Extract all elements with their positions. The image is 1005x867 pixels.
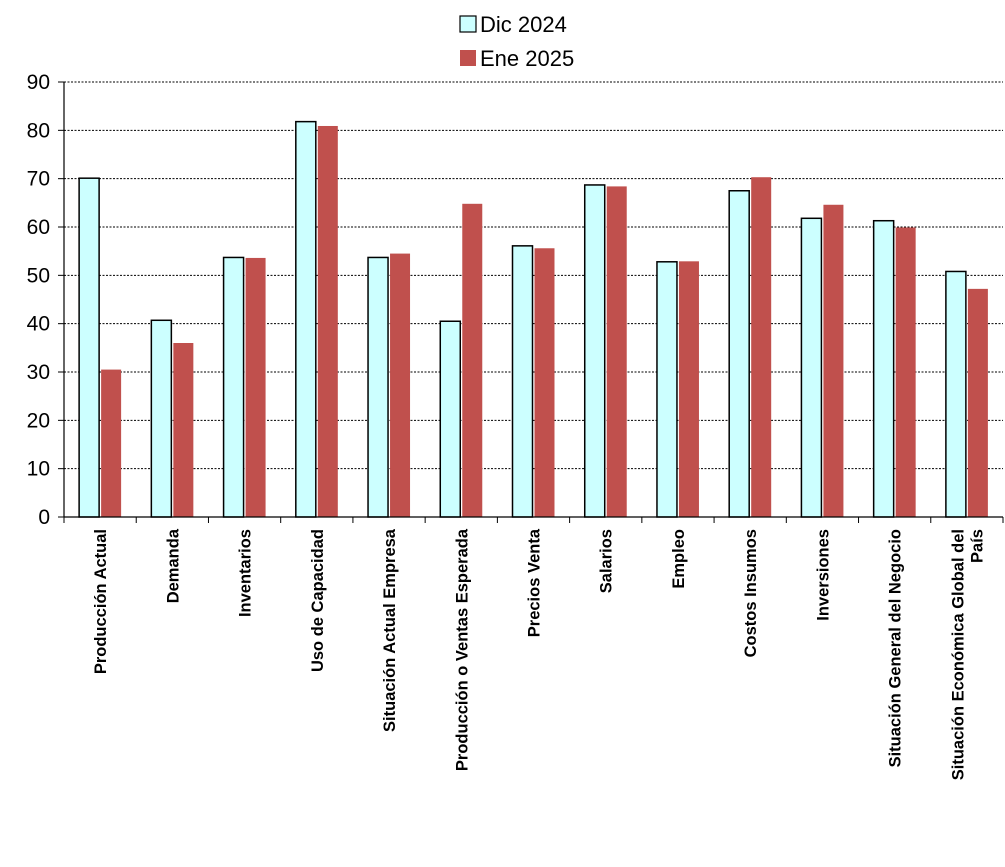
bar-ene-2025-4 xyxy=(390,253,411,518)
bar-ene-2025-7 xyxy=(606,186,627,517)
bar-dic-2024-5 xyxy=(439,320,462,518)
bar-ene-2025-11 xyxy=(895,227,916,517)
category-label-12-0: Situación Económica Global del xyxy=(949,529,967,780)
bar-ene-2025-2 xyxy=(245,257,266,517)
legend-swatch-0 xyxy=(459,15,477,33)
category-label-3: Uso de Capacidad xyxy=(309,529,327,672)
bars xyxy=(78,120,988,518)
bar-dic-2024-7 xyxy=(583,184,606,518)
y-tick-label-90: 90 xyxy=(27,71,50,94)
y-tick-label-10: 10 xyxy=(27,458,50,481)
y-tick-label-60: 60 xyxy=(27,216,50,239)
legend-label-1: Ene 2025 xyxy=(480,46,574,71)
bar-dic-2024-1 xyxy=(150,319,173,518)
y-tick-label-50: 50 xyxy=(27,264,50,287)
bar-dic-2024-9 xyxy=(728,190,750,518)
bar-dic-2024-12 xyxy=(945,270,967,518)
legend-swatch-1 xyxy=(460,50,476,66)
bar-ene-2025-1 xyxy=(173,343,194,517)
bar-ene-2025-3 xyxy=(317,125,338,517)
category-label-5: Producción o Ventas Esperada xyxy=(453,528,471,771)
category-label-2: Inventarios xyxy=(237,529,255,617)
y-tick-label-80: 80 xyxy=(27,119,50,142)
category-label-8: Empleo xyxy=(670,529,688,589)
y-tick-label-0: 0 xyxy=(38,506,50,529)
category-label-11: Situación General del Negocio xyxy=(887,529,905,767)
bar-ene-2025-10 xyxy=(823,204,844,517)
category-labels: Producción Actual Demanda Inventarios Uso d… xyxy=(92,528,986,780)
bar-ene-2025-6 xyxy=(534,248,555,517)
bar-dic-2024-6 xyxy=(511,245,534,518)
axes xyxy=(58,81,1004,523)
bar-dic-2024-3 xyxy=(295,120,317,518)
legend-label-0: Dic 2024 xyxy=(480,12,567,37)
y-tick-labels: 0 10 20 30 40 50 60 70 80 90 xyxy=(27,71,50,529)
bar-dic-2024-2 xyxy=(222,256,245,518)
bar-dic-2024-0 xyxy=(78,177,100,518)
category-label-6: Precios Venta xyxy=(526,528,544,637)
bar-ene-2025-9 xyxy=(751,177,772,517)
y-tick-label-20: 20 xyxy=(27,409,50,432)
bar-dic-2024-4 xyxy=(367,256,389,518)
category-label-7: Salarios xyxy=(598,529,616,593)
category-label-4: Situación Actual Empresa xyxy=(381,528,399,732)
category-label-9: Costos Insumos xyxy=(742,529,760,657)
category-label-10: Inversiones xyxy=(814,529,832,621)
y-tick-label-40: 40 xyxy=(27,313,50,336)
bar-ene-2025-12 xyxy=(967,288,988,517)
gridlines xyxy=(64,81,1003,470)
bar-ene-2025-5 xyxy=(462,203,483,518)
bar-dic-2024-10 xyxy=(800,217,823,518)
category-label-12-1: País xyxy=(968,529,986,563)
y-tick-label-70: 70 xyxy=(27,168,50,191)
legend: Dic 2024 Ene 2025 xyxy=(459,12,574,71)
bar-ene-2025-0 xyxy=(101,369,122,517)
category-label-0: Producción Actual xyxy=(92,529,110,674)
bar-dic-2024-11 xyxy=(872,219,895,518)
y-tick-label-30: 30 xyxy=(27,361,50,384)
bar-ene-2025-8 xyxy=(678,261,699,517)
category-label-1: Demanda xyxy=(164,528,182,603)
bar-dic-2024-8 xyxy=(656,261,678,518)
